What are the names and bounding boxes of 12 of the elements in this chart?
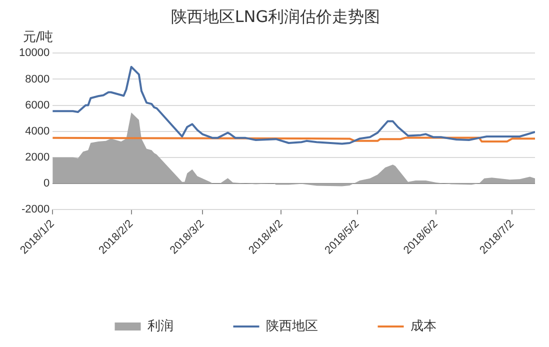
y-tick-label: 6000: [25, 99, 50, 112]
y-tick-label: 10000: [18, 47, 50, 60]
y-tick-label: -2000: [21, 203, 50, 216]
y-tick-label: 8000: [25, 73, 50, 86]
legend-label: 利润: [147, 318, 174, 334]
legend-label: 陕西地区: [266, 318, 318, 334]
chart-title: 陕西地区LNG利润估价走势图: [170, 6, 380, 26]
y-tick-label: 2000: [25, 151, 50, 164]
y-tick-label: 0: [43, 177, 50, 190]
legend-label: 成本: [410, 318, 436, 334]
y-tick-label: 4000: [25, 125, 50, 138]
y-axis-title: 元/吨: [22, 30, 54, 46]
